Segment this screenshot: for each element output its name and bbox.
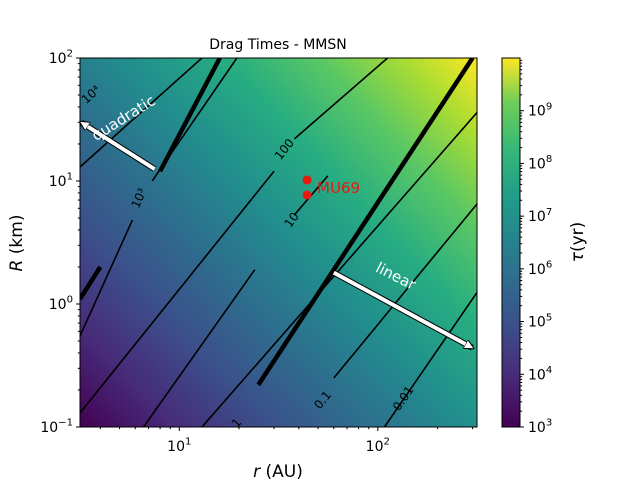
y-tick-label-3: 102 bbox=[49, 49, 73, 67]
x-axis-label: r (AU) bbox=[253, 462, 303, 480]
x-tick-label-1: 102 bbox=[366, 437, 390, 455]
colorbar-label: τ(yr) bbox=[568, 222, 588, 263]
mu69-point-0 bbox=[302, 175, 312, 185]
y-tick-label-2: 101 bbox=[49, 172, 73, 190]
mu69-point-1 bbox=[302, 190, 312, 200]
cb-tick-label-5-base: 10 bbox=[528, 156, 546, 172]
colorbar-unit: (yr) bbox=[568, 222, 588, 252]
cb-tick-label-2-base: 10 bbox=[528, 315, 546, 331]
cb-tick-label-4-exp: 7 bbox=[546, 207, 552, 218]
y-axis-variable: R bbox=[7, 260, 27, 272]
regime-boundary-0 bbox=[256, 58, 475, 387]
cb-tick-label-6: 109 bbox=[528, 101, 552, 119]
y-tick-label-1-base: 10 bbox=[49, 297, 67, 313]
cb-tick-label-3: 106 bbox=[528, 260, 552, 278]
y-tick-label-2-base: 10 bbox=[49, 174, 67, 190]
y-tick-label-3-base: 10 bbox=[49, 51, 67, 67]
arrow-0 bbox=[81, 120, 156, 171]
cb-tick-label-2: 105 bbox=[528, 312, 552, 330]
cb-tick-label-1-base: 10 bbox=[528, 367, 546, 383]
y-tick-label-0-base: 10 bbox=[40, 420, 58, 436]
cb-tick-label-1: 104 bbox=[528, 365, 552, 383]
x-tick-label-0-exp: 1 bbox=[185, 437, 191, 448]
regime-boundaries bbox=[80, 58, 475, 387]
y-tick-label-1: 100 bbox=[49, 295, 73, 313]
contour-line-4 bbox=[80, 170, 275, 414]
x-tick-label-0-base: 10 bbox=[167, 439, 185, 455]
x-tick-label-0: 101 bbox=[167, 437, 191, 455]
cb-tick-label-0-base: 10 bbox=[528, 420, 546, 436]
y-tick-label-1-exp: 0 bbox=[67, 295, 73, 306]
contour-line-1 bbox=[333, 203, 477, 379]
cb-tick-label-5-exp: 8 bbox=[546, 154, 552, 165]
y-tick-label-3-exp: 2 bbox=[67, 49, 73, 60]
contour-line-0 bbox=[383, 292, 477, 427]
cb-tick-label-1-exp: 4 bbox=[546, 365, 552, 376]
contour-line-3 bbox=[142, 269, 256, 427]
contour-line-5 bbox=[80, 219, 134, 337]
cb-tick-label-6-exp: 9 bbox=[546, 101, 552, 112]
chart-title: Drag Times - MMSN bbox=[209, 37, 346, 53]
cb-tick-label-3-base: 10 bbox=[528, 262, 546, 278]
x-tick-label-1-exp: 2 bbox=[384, 437, 390, 448]
contour-line-6 bbox=[80, 58, 203, 168]
y-axis-label: R (km) bbox=[7, 215, 27, 272]
mu69-markers: MU69 bbox=[302, 175, 360, 200]
cb-tick-label-4: 107 bbox=[528, 207, 552, 225]
cb-tick-label-5: 108 bbox=[528, 154, 552, 172]
x-axis-unit: (AU) bbox=[260, 462, 303, 480]
mu69-label: MU69 bbox=[317, 179, 360, 197]
contour-line-4-b bbox=[293, 58, 389, 140]
cb-tick-label-3-exp: 6 bbox=[546, 260, 552, 271]
regime-boundary-1 bbox=[158, 58, 222, 173]
contour-line-2 bbox=[201, 112, 477, 427]
colorbar-variable: τ bbox=[568, 251, 588, 262]
x-tick-label-1-base: 10 bbox=[366, 439, 384, 455]
colorbar bbox=[501, 57, 521, 428]
arrow-1 bbox=[332, 270, 473, 350]
plot-frame bbox=[79, 57, 478, 428]
cb-tick-label-0-exp: 3 bbox=[546, 418, 552, 429]
x-axis-variable: r bbox=[253, 462, 261, 480]
cb-tick-label-2-exp: 5 bbox=[546, 312, 552, 323]
regime-boundary-2 bbox=[80, 265, 103, 301]
y-axis-unit: (km) bbox=[7, 215, 27, 260]
y-tick-label-0-exp: −1 bbox=[58, 418, 73, 429]
x-axis-ticks: 101 102 bbox=[99, 427, 474, 455]
y-tick-label-0: 10−1 bbox=[40, 418, 73, 436]
cb-tick-label-4-base: 10 bbox=[528, 209, 546, 225]
heatmap-field bbox=[80, 58, 477, 427]
cb-tick-label-0: 103 bbox=[528, 418, 552, 436]
y-tick-label-2-exp: 1 bbox=[67, 172, 73, 183]
cb-tick-label-6-base: 10 bbox=[528, 104, 546, 120]
